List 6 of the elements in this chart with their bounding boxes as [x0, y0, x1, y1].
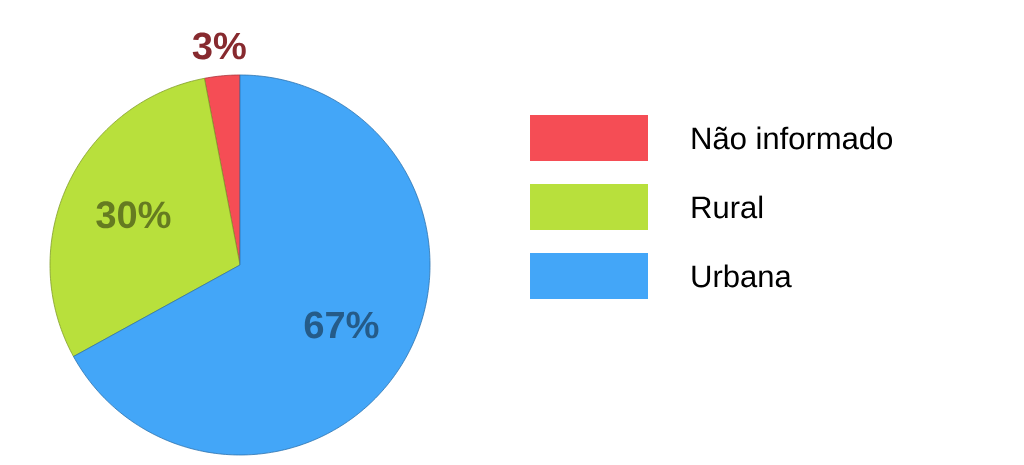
data-label: 67%	[304, 311, 379, 339]
legend-label: Não informado	[692, 126, 893, 150]
data-label: 30%	[96, 201, 171, 229]
legend-label: Rural	[692, 195, 763, 219]
legend-label: Urbana	[692, 264, 792, 288]
data-label: 3%	[192, 32, 246, 60]
